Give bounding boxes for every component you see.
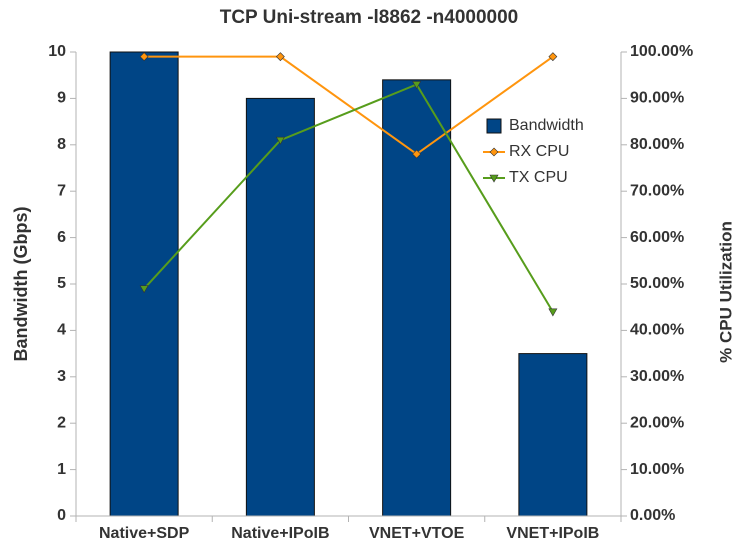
y-tick-label: 5: [57, 275, 66, 292]
marker: [548, 308, 558, 317]
y2-tick-label: 80.00%: [630, 136, 684, 153]
chart-title: TCP Uni-stream -l8862 -n4000000: [220, 7, 519, 28]
y-tick-label: 1: [57, 461, 66, 478]
marker: [275, 52, 285, 62]
y2-axis-label: % CPU Utilization: [716, 221, 735, 363]
marker: [139, 285, 149, 294]
y2-tick-label: 70.00%: [630, 182, 684, 199]
y2-tick-label: 60.00%: [630, 229, 684, 246]
bar: [245, 97, 315, 517]
bar: [109, 51, 179, 517]
y-axis-label: Bandwidth (Gbps): [11, 207, 31, 362]
y2-tick-label: 40.00%: [630, 322, 684, 339]
x-tick-label: Native+IPoIB: [231, 525, 329, 542]
marker: [412, 81, 422, 90]
y-tick-label: 6: [57, 229, 66, 246]
marker: [489, 174, 499, 183]
y-tick-label: 9: [57, 90, 66, 107]
y2-tick-label: 50.00%: [630, 275, 684, 292]
legend-swatch: [486, 118, 502, 134]
bar: [518, 353, 588, 517]
y2-tick-label: 30.00%: [630, 368, 684, 385]
legend-label: TX CPU: [509, 169, 568, 186]
x-tick-label: VNET+IPoIB: [506, 525, 599, 542]
y2-tick-label: 100.00%: [630, 43, 693, 60]
bar: [382, 79, 452, 517]
marker: [489, 147, 499, 157]
y-tick-label: 8: [57, 136, 66, 153]
y-tick-label: 2: [57, 414, 66, 431]
y2-tick-label: 10.00%: [630, 461, 684, 478]
y-tick-label: 0: [57, 507, 66, 524]
legend-label: Bandwidth: [509, 117, 584, 134]
marker: [139, 52, 149, 62]
y-tick-label: 10: [48, 43, 66, 60]
marker: [548, 52, 558, 62]
y-tick-label: 4: [57, 322, 66, 339]
y2-tick-label: 90.00%: [630, 90, 684, 107]
line: [143, 83, 554, 313]
marker: [412, 149, 422, 159]
line: [144, 55, 554, 156]
y2-tick-label: 20.00%: [630, 414, 684, 431]
x-tick-label: VNET+VTOE: [369, 525, 465, 542]
y2-tick-label: 0.00%: [630, 507, 675, 524]
legend-label: RX CPU: [509, 143, 569, 160]
marker: [275, 136, 285, 145]
y-tick-label: 3: [57, 368, 66, 385]
y-tick-label: 7: [57, 182, 66, 199]
x-tick-label: Native+SDP: [99, 525, 190, 542]
